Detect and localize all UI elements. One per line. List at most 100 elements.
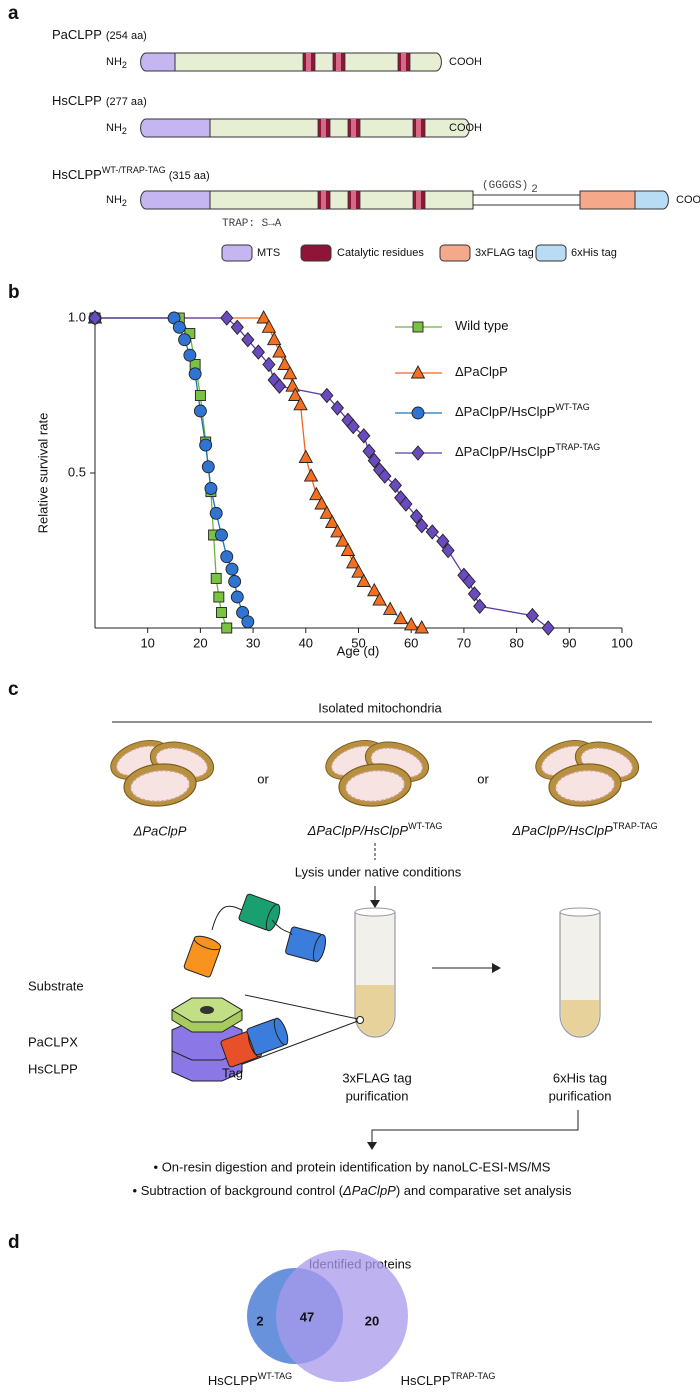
complex-label: Tag (222, 1065, 243, 1080)
y-axis-label: Relative survival rate (35, 413, 50, 534)
marker (425, 524, 439, 540)
set-name: HsCLPP (208, 1373, 258, 1388)
catalytic-highlight (351, 119, 356, 137)
marker (309, 486, 324, 501)
marker (473, 598, 487, 614)
domain (579, 190, 636, 210)
marker (414, 620, 429, 634)
construct-length: (315 aa) (169, 170, 210, 182)
marker (262, 356, 276, 373)
set-sup: WT-TAG (258, 1371, 292, 1381)
marker (225, 562, 239, 576)
panel-label: d (8, 1232, 20, 1253)
step-label: purification (549, 1088, 612, 1103)
x-tick-label: 20 (193, 635, 207, 650)
n-term-sub: 2 (122, 60, 127, 70)
marker (256, 310, 271, 324)
mitochondrion (123, 763, 197, 807)
protein-domain (285, 926, 326, 963)
marker (320, 387, 334, 404)
n-term-text: NH (106, 56, 122, 68)
marker (345, 554, 361, 569)
marker (411, 406, 425, 420)
legend-text: 3xFLAG tag (475, 247, 534, 259)
marker (183, 348, 197, 362)
marker (88, 310, 102, 326)
legend-sup: WT-TAG (555, 402, 589, 412)
tube-rim (354, 907, 396, 917)
catalytic-highlight (336, 53, 341, 71)
legend-name: Wild type (455, 318, 508, 333)
construct-sup: WT-/TRAP-TAG (102, 165, 166, 175)
set-sup: TRAP-TAG (451, 1371, 496, 1381)
marker (172, 320, 186, 334)
complex-label: HsCLPP (28, 1061, 78, 1076)
marker (525, 607, 540, 624)
panel-label: a (8, 3, 19, 24)
marker (441, 542, 455, 559)
legend-swatch (439, 244, 471, 262)
marker (193, 404, 207, 418)
legend-text: 6xHis tag (571, 247, 617, 259)
marker (285, 378, 300, 392)
n-term: NH2 (106, 122, 127, 136)
marker (541, 620, 555, 636)
domain (140, 190, 211, 210)
marker (194, 390, 206, 401)
bullet-text: ΔPaClpP (342, 1183, 396, 1198)
marker (220, 310, 234, 326)
panel-label: b (8, 282, 20, 303)
marker (241, 332, 255, 348)
c-term: COOH (449, 56, 482, 68)
cyl-end (193, 935, 222, 951)
complex-label: Substrate (28, 978, 84, 993)
marker (319, 505, 335, 519)
marker (199, 438, 213, 452)
marker (351, 564, 366, 578)
x-tick-label: 70 (457, 635, 471, 650)
marker (221, 622, 233, 634)
catalytic-highlight (401, 53, 406, 71)
mitochondrion (548, 763, 622, 807)
x-tick-label: 90 (562, 635, 576, 650)
construct-label: HsCLPPWT-/TRAP-TAG (315 aa) (52, 165, 210, 182)
marker (303, 468, 319, 482)
series-line (95, 317, 249, 623)
n-term: NH2 (106, 56, 127, 70)
connector (371, 1110, 579, 1144)
marker (335, 533, 350, 547)
marker (393, 610, 408, 625)
marker (201, 460, 215, 474)
strain-label: ΔPaClpP/HsClpPWT-TAG (307, 821, 443, 838)
marker (216, 607, 227, 618)
x-tick-label: 60 (404, 635, 418, 650)
domain (472, 194, 581, 206)
marker (210, 572, 222, 584)
strain-name: ΔPaClpP/HsClpP (307, 823, 409, 838)
marker (330, 523, 345, 538)
marker (213, 591, 225, 603)
marker (362, 443, 376, 459)
legend-text: MTS (257, 247, 280, 259)
mito-inner (130, 769, 191, 803)
marker (410, 365, 426, 379)
marker (356, 573, 372, 587)
construct-name: PaCLPP (52, 27, 102, 42)
construct-name: HsCLPP (52, 93, 102, 108)
marker (346, 418, 360, 435)
bead (356, 1016, 364, 1024)
mitochondrion (338, 763, 412, 807)
marker (412, 321, 424, 333)
bullet-text: • Subtraction of background control ( (133, 1183, 344, 1198)
set-name: HsCLPP (401, 1373, 451, 1388)
linker-label: (GGGGS) 2 (482, 180, 538, 196)
step-label: purification (346, 1088, 409, 1103)
arrow-head (492, 963, 501, 973)
strain-sup: TRAP-TAG (613, 821, 658, 831)
marker (204, 482, 218, 495)
y-tick-label: 0.5 (68, 464, 86, 479)
arrow-head (367, 1142, 377, 1150)
linker-sub: 2 (531, 184, 538, 196)
marker (220, 550, 234, 564)
n-term: NH2 (106, 194, 127, 208)
